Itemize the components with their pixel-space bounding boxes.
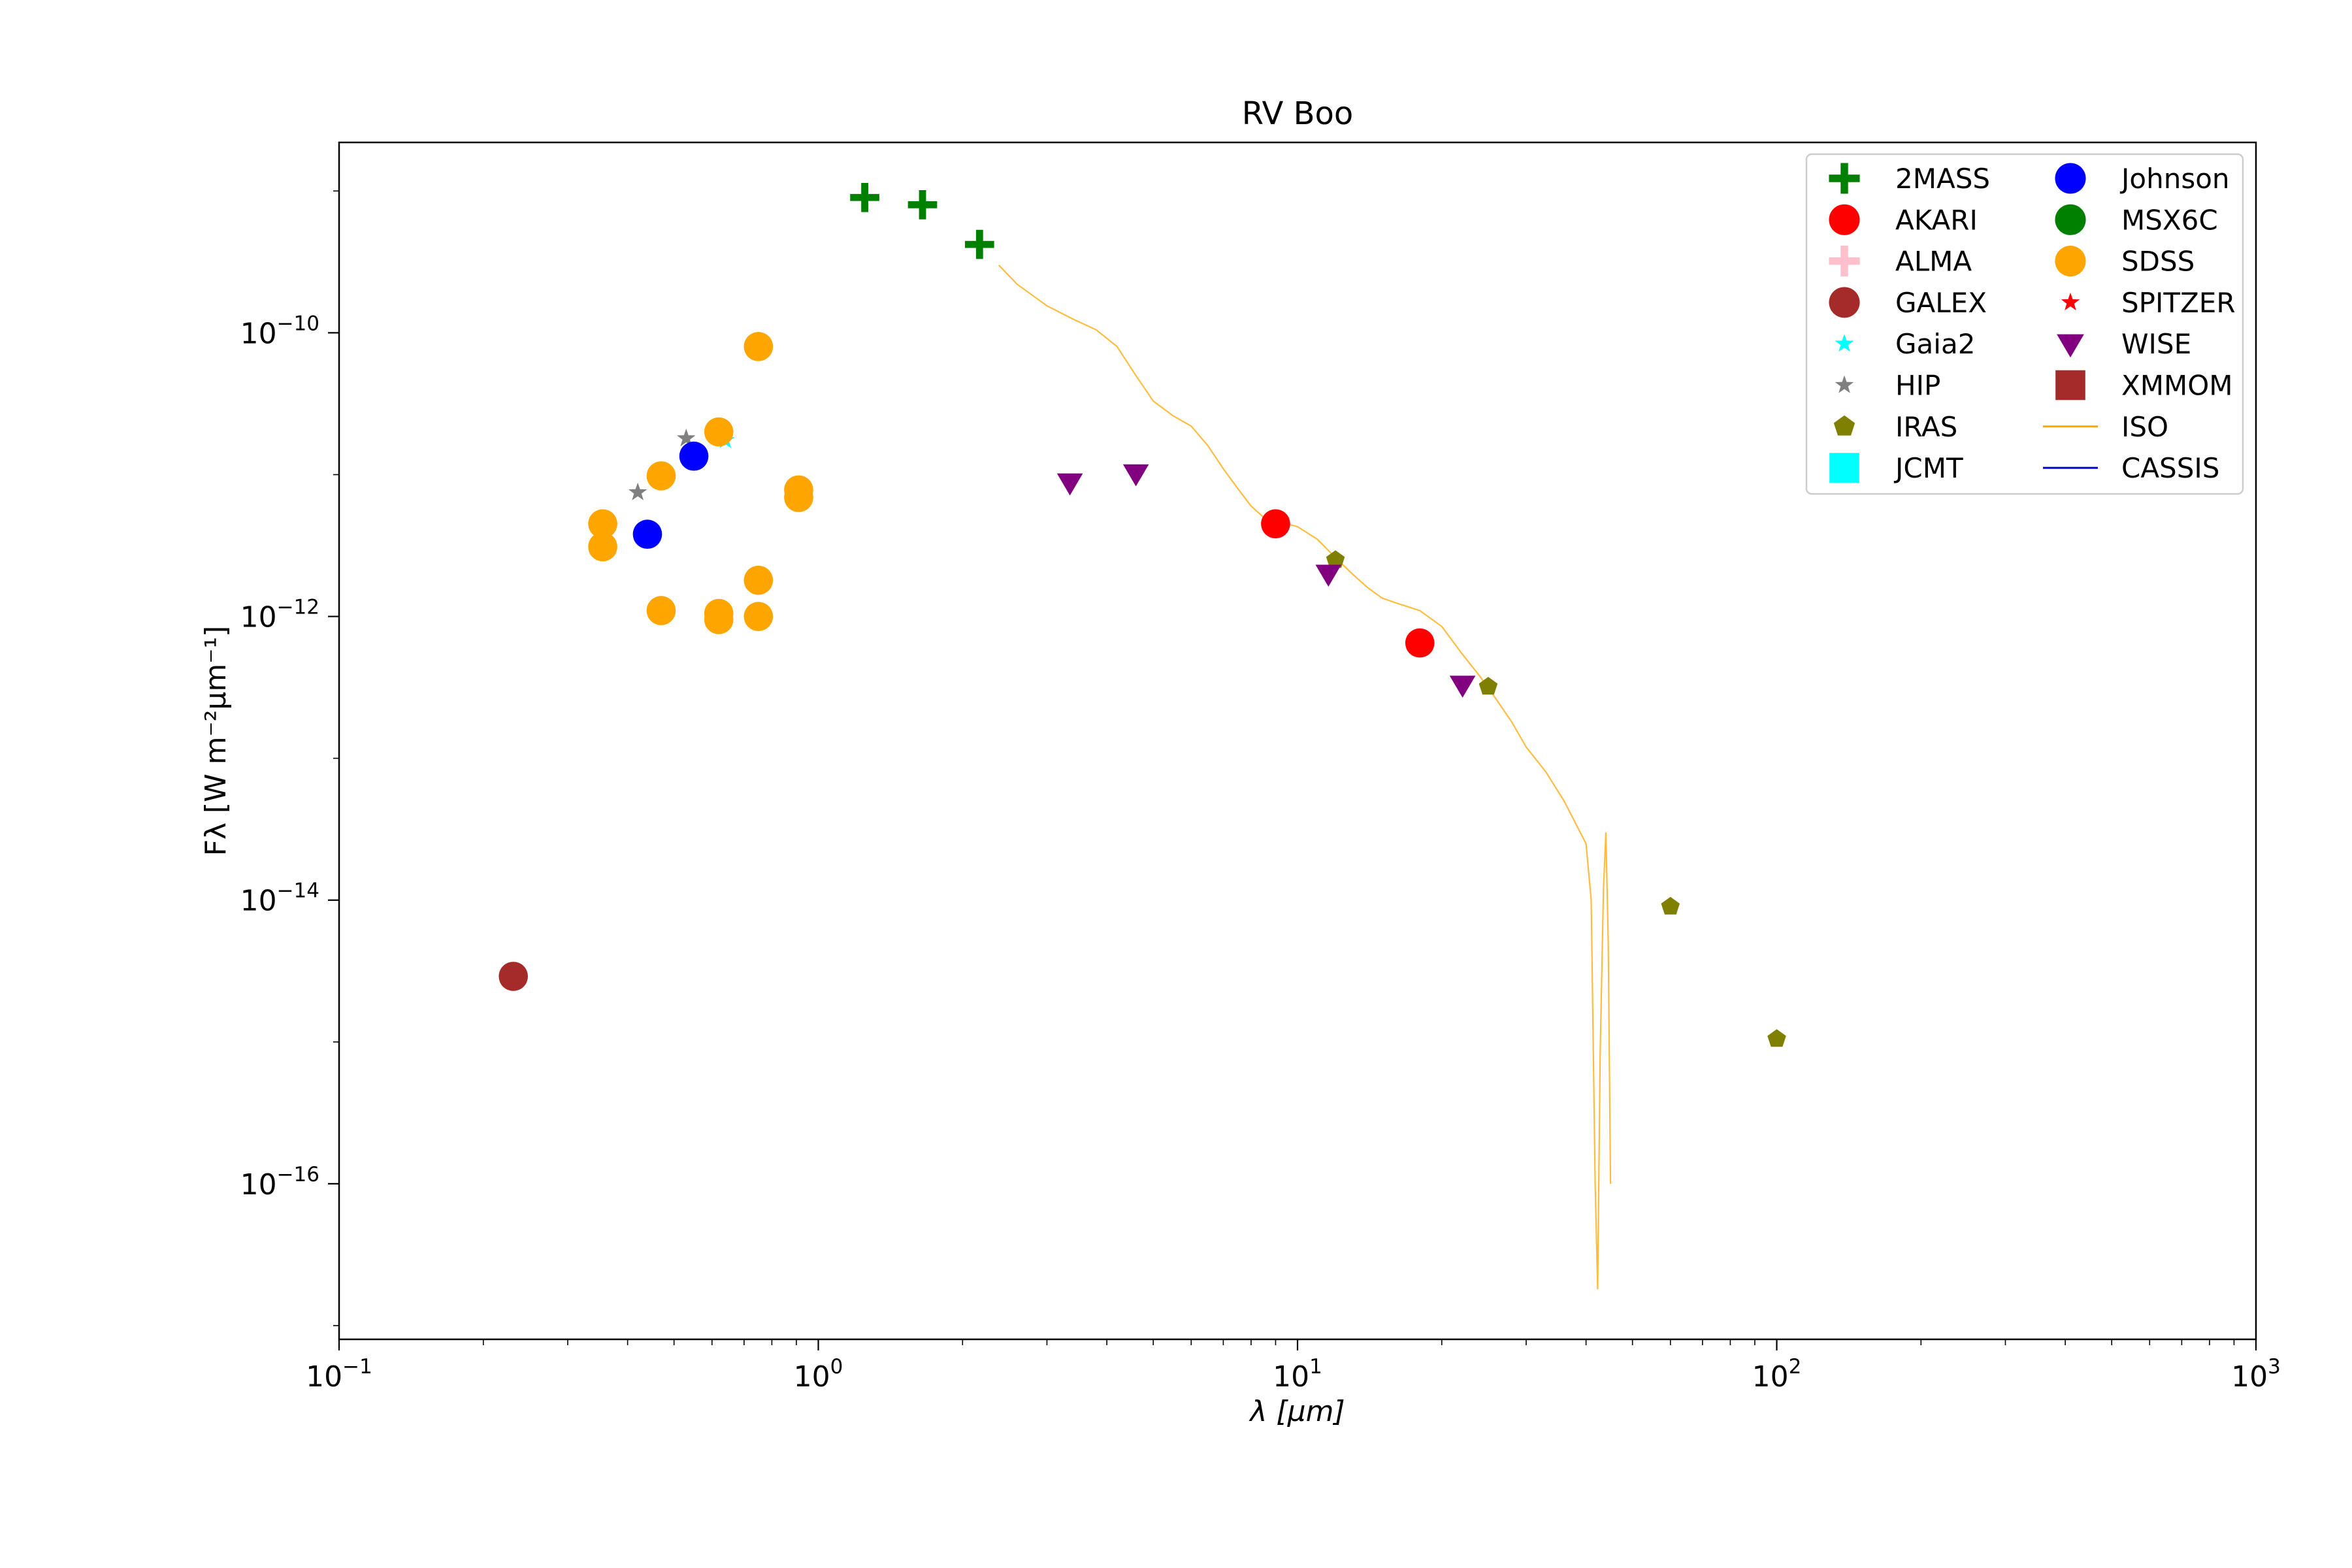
point-sdss bbox=[588, 509, 617, 539]
y-tick-label: 10−16 bbox=[240, 1163, 319, 1201]
point-iras bbox=[1661, 896, 1680, 915]
legend-label: Johnson bbox=[2119, 163, 2230, 195]
point-hip bbox=[677, 429, 696, 447]
point-sdss bbox=[646, 461, 676, 491]
x-axis-label-text: λ [μm] bbox=[1249, 1395, 1345, 1428]
legend-label: AKARI bbox=[1895, 204, 1978, 236]
legend-item: Johnson bbox=[2055, 163, 2230, 195]
legend-item: ALMA bbox=[1829, 246, 1972, 278]
legend: 2MASS AKARI ALMA GALEX Gaia2 HIP IRAS JCMT Johns… bbox=[1805, 153, 2244, 495]
legend-frame bbox=[1805, 153, 2244, 495]
point-wise bbox=[1122, 464, 1149, 487]
y-axis-label: Fλ [W m⁻²μm⁻¹] bbox=[199, 626, 233, 857]
legend-label: Gaia2 bbox=[1895, 328, 1975, 360]
point-wise bbox=[1449, 676, 1476, 698]
point-sdss bbox=[588, 532, 617, 562]
y-tick-label: 10−14 bbox=[240, 879, 319, 918]
point-galex bbox=[498, 962, 529, 991]
point-akari bbox=[1261, 509, 1290, 539]
legend-swatch bbox=[2055, 246, 2086, 277]
point-sdss bbox=[743, 565, 774, 595]
point-sdss bbox=[784, 483, 813, 512]
point-hip bbox=[628, 482, 647, 500]
x-tick-label: 101 bbox=[1273, 1355, 1322, 1394]
legend-item: ISO bbox=[2043, 411, 2168, 443]
legend-swatch bbox=[2055, 370, 2085, 400]
y-axis-label-text: Fλ [W m⁻²μm⁻¹] bbox=[199, 626, 233, 857]
y-tick-label: 10−12 bbox=[240, 596, 319, 634]
legend-label: ALMA bbox=[1895, 246, 1972, 278]
legend-swatch bbox=[1829, 246, 1860, 277]
legend-label: 2MASS bbox=[1895, 163, 1990, 195]
legend-swatch bbox=[1829, 287, 1860, 318]
point-johnson bbox=[679, 441, 709, 471]
point-2mass bbox=[907, 190, 938, 220]
legend-item: XMMOM bbox=[2055, 370, 2233, 402]
legend-swatch bbox=[2061, 292, 2080, 310]
x-tick-label: 100 bbox=[794, 1355, 843, 1394]
legend-label: XMMOM bbox=[2121, 370, 2233, 402]
chart-title: RV Boo bbox=[1242, 95, 1353, 132]
y-tick-label: 10−10 bbox=[240, 312, 319, 350]
legend-swatch bbox=[2057, 334, 2084, 358]
point-akari bbox=[1405, 628, 1435, 658]
spectrum-iso bbox=[998, 265, 1612, 1290]
point-wise bbox=[1315, 564, 1342, 587]
point-iras bbox=[1767, 1029, 1786, 1047]
point-wise bbox=[1056, 473, 1083, 496]
point-sdss bbox=[646, 596, 676, 625]
legend-label: SDSS bbox=[2121, 246, 2195, 278]
legend-label: CASSIS bbox=[2121, 452, 2219, 484]
legend-swatch bbox=[2055, 163, 2086, 194]
legend-label: HIP bbox=[1895, 370, 1940, 402]
point-sdss bbox=[743, 332, 774, 361]
point-johnson bbox=[632, 519, 662, 549]
legend-swatch bbox=[1829, 163, 1860, 194]
legend-swatch bbox=[1829, 204, 1860, 235]
legend-swatch bbox=[1835, 334, 1854, 352]
legend-item: SPITZER bbox=[2061, 287, 2236, 319]
legend-label: ISO bbox=[2121, 411, 2168, 443]
legend-label: WISE bbox=[2121, 328, 2191, 360]
legend-swatch bbox=[2055, 204, 2086, 235]
legend-label: IRAS bbox=[1895, 411, 1957, 443]
legend-label: SPITZER bbox=[2121, 287, 2236, 319]
legend-label: GALEX bbox=[1895, 287, 1987, 319]
legend-item: Gaia2 bbox=[1835, 328, 1975, 360]
x-axis-label: λ [μm] bbox=[1249, 1395, 1345, 1428]
x-tick-label: 10−1 bbox=[306, 1355, 372, 1394]
x-tick-label: 102 bbox=[1752, 1355, 1802, 1394]
legend-item: WISE bbox=[2057, 328, 2191, 360]
point-iras bbox=[1478, 677, 1498, 695]
legend-item: MSX6C bbox=[2055, 204, 2218, 236]
point-sdss bbox=[704, 417, 734, 447]
legend-swatch bbox=[1833, 415, 1855, 436]
legend-item: CASSIS bbox=[2043, 452, 2219, 484]
point-iras bbox=[1326, 550, 1345, 568]
legend-item: JCMT bbox=[1829, 452, 1963, 484]
x-tick-label: 103 bbox=[2231, 1355, 2281, 1394]
legend-label: JCMT bbox=[1893, 452, 1963, 484]
point-2mass bbox=[964, 229, 994, 259]
legend-label: MSX6C bbox=[2121, 204, 2218, 236]
point-2mass bbox=[850, 182, 879, 212]
legend-item: SDSS bbox=[2055, 246, 2195, 278]
legend-item: GALEX bbox=[1829, 287, 1987, 319]
legend-swatch bbox=[1829, 453, 1859, 483]
legend-item: AKARI bbox=[1829, 204, 1978, 236]
axis-ticks: 10−1 100 101 102 103 10−10 10−12 10−14 10−16 bbox=[240, 190, 2281, 1394]
legend-item: 2MASS bbox=[1829, 163, 1990, 195]
point-sdss bbox=[704, 605, 734, 634]
plot-area bbox=[498, 182, 1786, 1290]
legend-item: HIP bbox=[1835, 370, 1940, 402]
point-sdss bbox=[743, 602, 774, 631]
legend-swatch bbox=[1835, 375, 1854, 393]
legend-item: IRAS bbox=[1833, 411, 1957, 443]
